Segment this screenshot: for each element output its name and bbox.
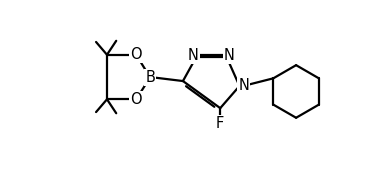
Text: N: N xyxy=(224,47,235,63)
Text: N: N xyxy=(238,79,249,93)
Text: O: O xyxy=(130,92,142,107)
Text: N: N xyxy=(188,47,199,63)
Text: O: O xyxy=(130,47,142,62)
Text: B: B xyxy=(145,70,155,85)
Text: F: F xyxy=(216,116,224,131)
